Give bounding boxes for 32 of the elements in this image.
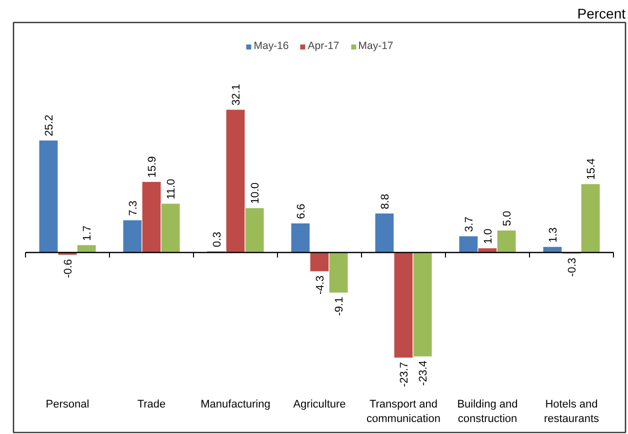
data-label: 25.2: [43, 114, 56, 136]
x-tick-label: Personal: [46, 398, 90, 410]
data-label: 11.0: [166, 178, 178, 200]
x-tick-label: Building and construction: [457, 398, 518, 425]
data-label: -9.1: [334, 296, 346, 316]
data-label: -0.6: [62, 259, 75, 278]
data-label: -23.7: [398, 362, 410, 388]
legend-label: May-17: [358, 40, 394, 52]
data-label: 1.3: [547, 227, 560, 243]
data-label: 8.8: [379, 194, 392, 210]
data-label: 5.0: [502, 210, 514, 226]
data-label: 0.3: [211, 232, 224, 248]
data-label: 1.7: [82, 226, 94, 241]
data-label: 32.1: [230, 84, 243, 106]
data-label: 10.0: [250, 182, 262, 204]
legend-label: May-16: [254, 40, 289, 52]
data-label: 15.4: [586, 158, 598, 180]
data-label: 3.7: [463, 216, 476, 232]
legend-label: Apr-17: [308, 40, 340, 52]
text: Percent: [577, 6, 626, 22]
data-label: -0.3: [566, 258, 578, 277]
x-tick-label: Agriculture: [293, 398, 346, 410]
data-label: 1.0: [482, 228, 494, 244]
data-label: 7.3: [127, 200, 140, 216]
data-label: 6.6: [295, 204, 308, 220]
data-label: 15.9: [146, 156, 159, 178]
x-tick-label: Manufacturing: [200, 398, 270, 410]
x-tick-label: Trade: [137, 398, 166, 410]
x-tick-label: Transport and communication: [366, 398, 440, 425]
data-label: -4.3: [314, 276, 326, 295]
data-label: -23.4: [418, 360, 430, 386]
x-tick-label: Hotels and restaurants: [544, 398, 600, 425]
